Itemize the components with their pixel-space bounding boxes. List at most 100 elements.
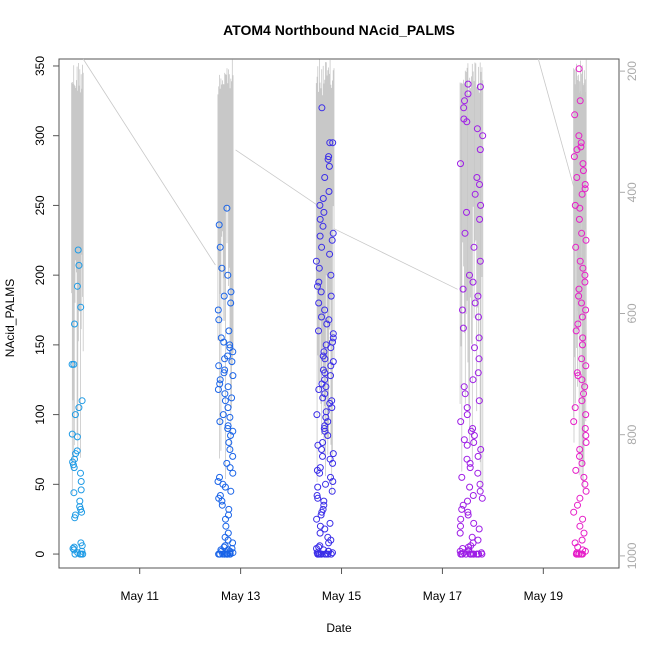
- data-point: [329, 358, 337, 366]
- data-point: [469, 376, 477, 384]
- data-point: [329, 334, 337, 342]
- data-point: [466, 464, 474, 472]
- data-point: [313, 411, 321, 419]
- data-point: [460, 436, 468, 444]
- x-tick-label: May 15: [322, 589, 362, 603]
- data-point: [229, 469, 237, 477]
- plot-box: [58, 58, 620, 569]
- data-point: [220, 369, 228, 377]
- y-tick-label: 200: [33, 265, 47, 285]
- data-point: [224, 422, 232, 430]
- data-point: [457, 418, 465, 426]
- data-point: [224, 425, 232, 432]
- data-point: [221, 390, 229, 398]
- altitude-transit-line: [537, 58, 574, 187]
- data-point: [475, 397, 483, 405]
- data-point: [70, 546, 78, 554]
- data-point: [68, 360, 76, 368]
- data-point: [582, 439, 590, 446]
- data-point: [576, 494, 584, 502]
- data-point: [572, 327, 580, 335]
- data-point: [228, 394, 236, 402]
- data-point: [226, 341, 234, 349]
- data-point: [217, 334, 225, 342]
- data-point: [474, 452, 482, 460]
- data-point: [221, 542, 229, 550]
- data-point: [470, 439, 478, 446]
- data-point: [468, 533, 476, 541]
- data-point: [576, 452, 583, 460]
- data-point: [329, 450, 337, 458]
- data-point: [321, 306, 329, 314]
- data-point: [225, 511, 232, 519]
- y2-tick-label: 1000: [625, 542, 639, 569]
- data-point: [223, 204, 231, 212]
- data-point: [224, 271, 232, 279]
- data-point: [75, 404, 83, 412]
- data-point: [218, 501, 226, 509]
- data-point: [581, 185, 589, 193]
- altitude-transit-line: [235, 149, 317, 205]
- data-point: [476, 487, 484, 495]
- data-point: [473, 550, 481, 558]
- data-point: [582, 236, 590, 244]
- data-point: [71, 411, 79, 419]
- data-point: [225, 327, 233, 335]
- data-point: [458, 505, 466, 513]
- data-point: [328, 404, 336, 412]
- data-point: [323, 320, 331, 328]
- data-point: [316, 215, 324, 223]
- data-point: [70, 489, 78, 497]
- data-point: [474, 536, 482, 544]
- data-point: [70, 543, 78, 551]
- data-point: [327, 372, 334, 380]
- data-point: [574, 501, 581, 509]
- data-point: [326, 519, 334, 527]
- y-tick-label: 150: [33, 335, 47, 355]
- data-point: [571, 201, 579, 209]
- y-axis-label: NAcid_PALMS: [3, 279, 17, 357]
- altitude-transit-line: [333, 228, 458, 290]
- data-point: [469, 278, 477, 286]
- data-point: [327, 292, 335, 300]
- data-point: [325, 162, 333, 170]
- data-point: [579, 515, 587, 523]
- data-point: [221, 397, 229, 405]
- data-point: [326, 455, 334, 463]
- data-point: [224, 404, 232, 412]
- data-point: [456, 529, 464, 537]
- data-point: [572, 466, 580, 474]
- data-points: [68, 65, 590, 558]
- data-point: [581, 425, 589, 432]
- y2-tick-label: 200: [625, 61, 639, 81]
- data-point: [218, 264, 226, 272]
- data-point: [582, 432, 590, 439]
- y2-tick-label: 400: [625, 182, 639, 202]
- data-point: [579, 334, 587, 342]
- data-point: [324, 155, 332, 163]
- data-point: [464, 511, 472, 519]
- data-point: [463, 404, 471, 412]
- data-point: [470, 243, 478, 251]
- data-point: [225, 439, 233, 446]
- data-point: [571, 111, 579, 119]
- data-point: [220, 543, 228, 551]
- data-point: [316, 529, 324, 537]
- data-point: [78, 397, 86, 405]
- x-tick-label: May 11: [120, 589, 159, 603]
- data-point: [475, 334, 483, 342]
- data-point: [227, 299, 235, 307]
- data-point: [322, 408, 330, 416]
- data-point: [324, 418, 332, 426]
- right-altitude-axis: 200 400 600 800 1000: [619, 61, 639, 569]
- data-point: [312, 257, 320, 265]
- data-point: [321, 174, 329, 181]
- data-point: [77, 303, 85, 311]
- data-point: [227, 432, 234, 439]
- data-point: [469, 425, 477, 432]
- data-point: [460, 383, 468, 391]
- data-point: [471, 344, 478, 352]
- data-point: [316, 542, 324, 550]
- data-point: [229, 452, 237, 460]
- y2-tick-label: 800: [625, 424, 639, 444]
